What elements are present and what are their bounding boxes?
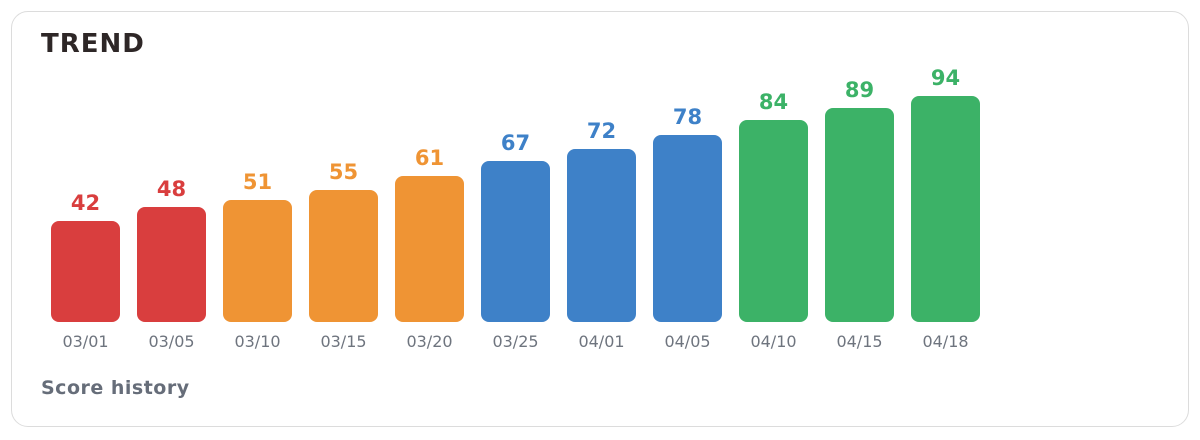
bar [309,190,378,322]
bar [825,108,894,322]
x-tick-label: 03/05 [148,332,195,351]
bar-column: 61 [395,145,464,322]
bar-value-label: 67 [500,131,531,156]
chart-caption: Score history [41,377,190,399]
x-tick-label: 04/01 [578,332,625,351]
bar [739,120,808,322]
x-tick-label: 04/18 [922,332,969,351]
bar-value-label: 48 [156,176,187,201]
bar [137,206,206,322]
bar [911,96,980,322]
bar-value-label: 55 [328,160,359,184]
x-tick-label: 04/10 [750,332,797,351]
x-tick-label: 03/01 [62,332,109,351]
bar-value-label: 89 [844,78,875,103]
bar-column: 48 [137,176,206,322]
bar-column: 72 [567,121,636,322]
x-tick-label: 03/15 [320,332,367,351]
bar-column: 67 [481,133,550,322]
bar-value-label: 51 [242,169,273,194]
bar [51,221,120,322]
x-axis-labels: 03/01 03/05 03/10 03/15 03/20 03/25 04/01 04/05… [51,332,980,351]
bar-column: 94 [911,68,980,322]
bar-column: 89 [825,80,894,322]
bar [481,161,550,322]
bar [567,149,636,322]
x-tick-label: 03/20 [406,332,453,351]
trend-card: TREND 42 48 51 55 61 67 72 78 84 89 94 03/01 03/05 0… [11,11,1189,427]
x-tick-label: 03/10 [234,332,281,351]
x-tick-label: 04/05 [664,332,711,351]
bar-value-label: 84 [758,90,789,115]
bar [395,175,464,322]
bar-column: 84 [739,92,808,322]
bar [653,134,722,322]
bar-value-label: 61 [414,145,445,170]
bar-column: 51 [223,169,292,322]
x-tick-label: 03/25 [492,332,539,351]
x-tick-label: 04/15 [836,332,883,351]
bar-column: 55 [309,162,378,322]
bar-value-label: 42 [70,191,101,216]
card-title: TREND [41,29,145,59]
score-bar-chart: 42 48 51 55 61 67 72 78 84 89 94 [51,68,980,322]
bar-column: 78 [653,104,722,322]
bar-value-label: 72 [586,119,617,144]
bar-value-label: 78 [672,104,703,129]
bar-column: 42 [51,193,120,322]
bar-value-label: 94 [930,66,961,91]
bar [223,199,292,322]
